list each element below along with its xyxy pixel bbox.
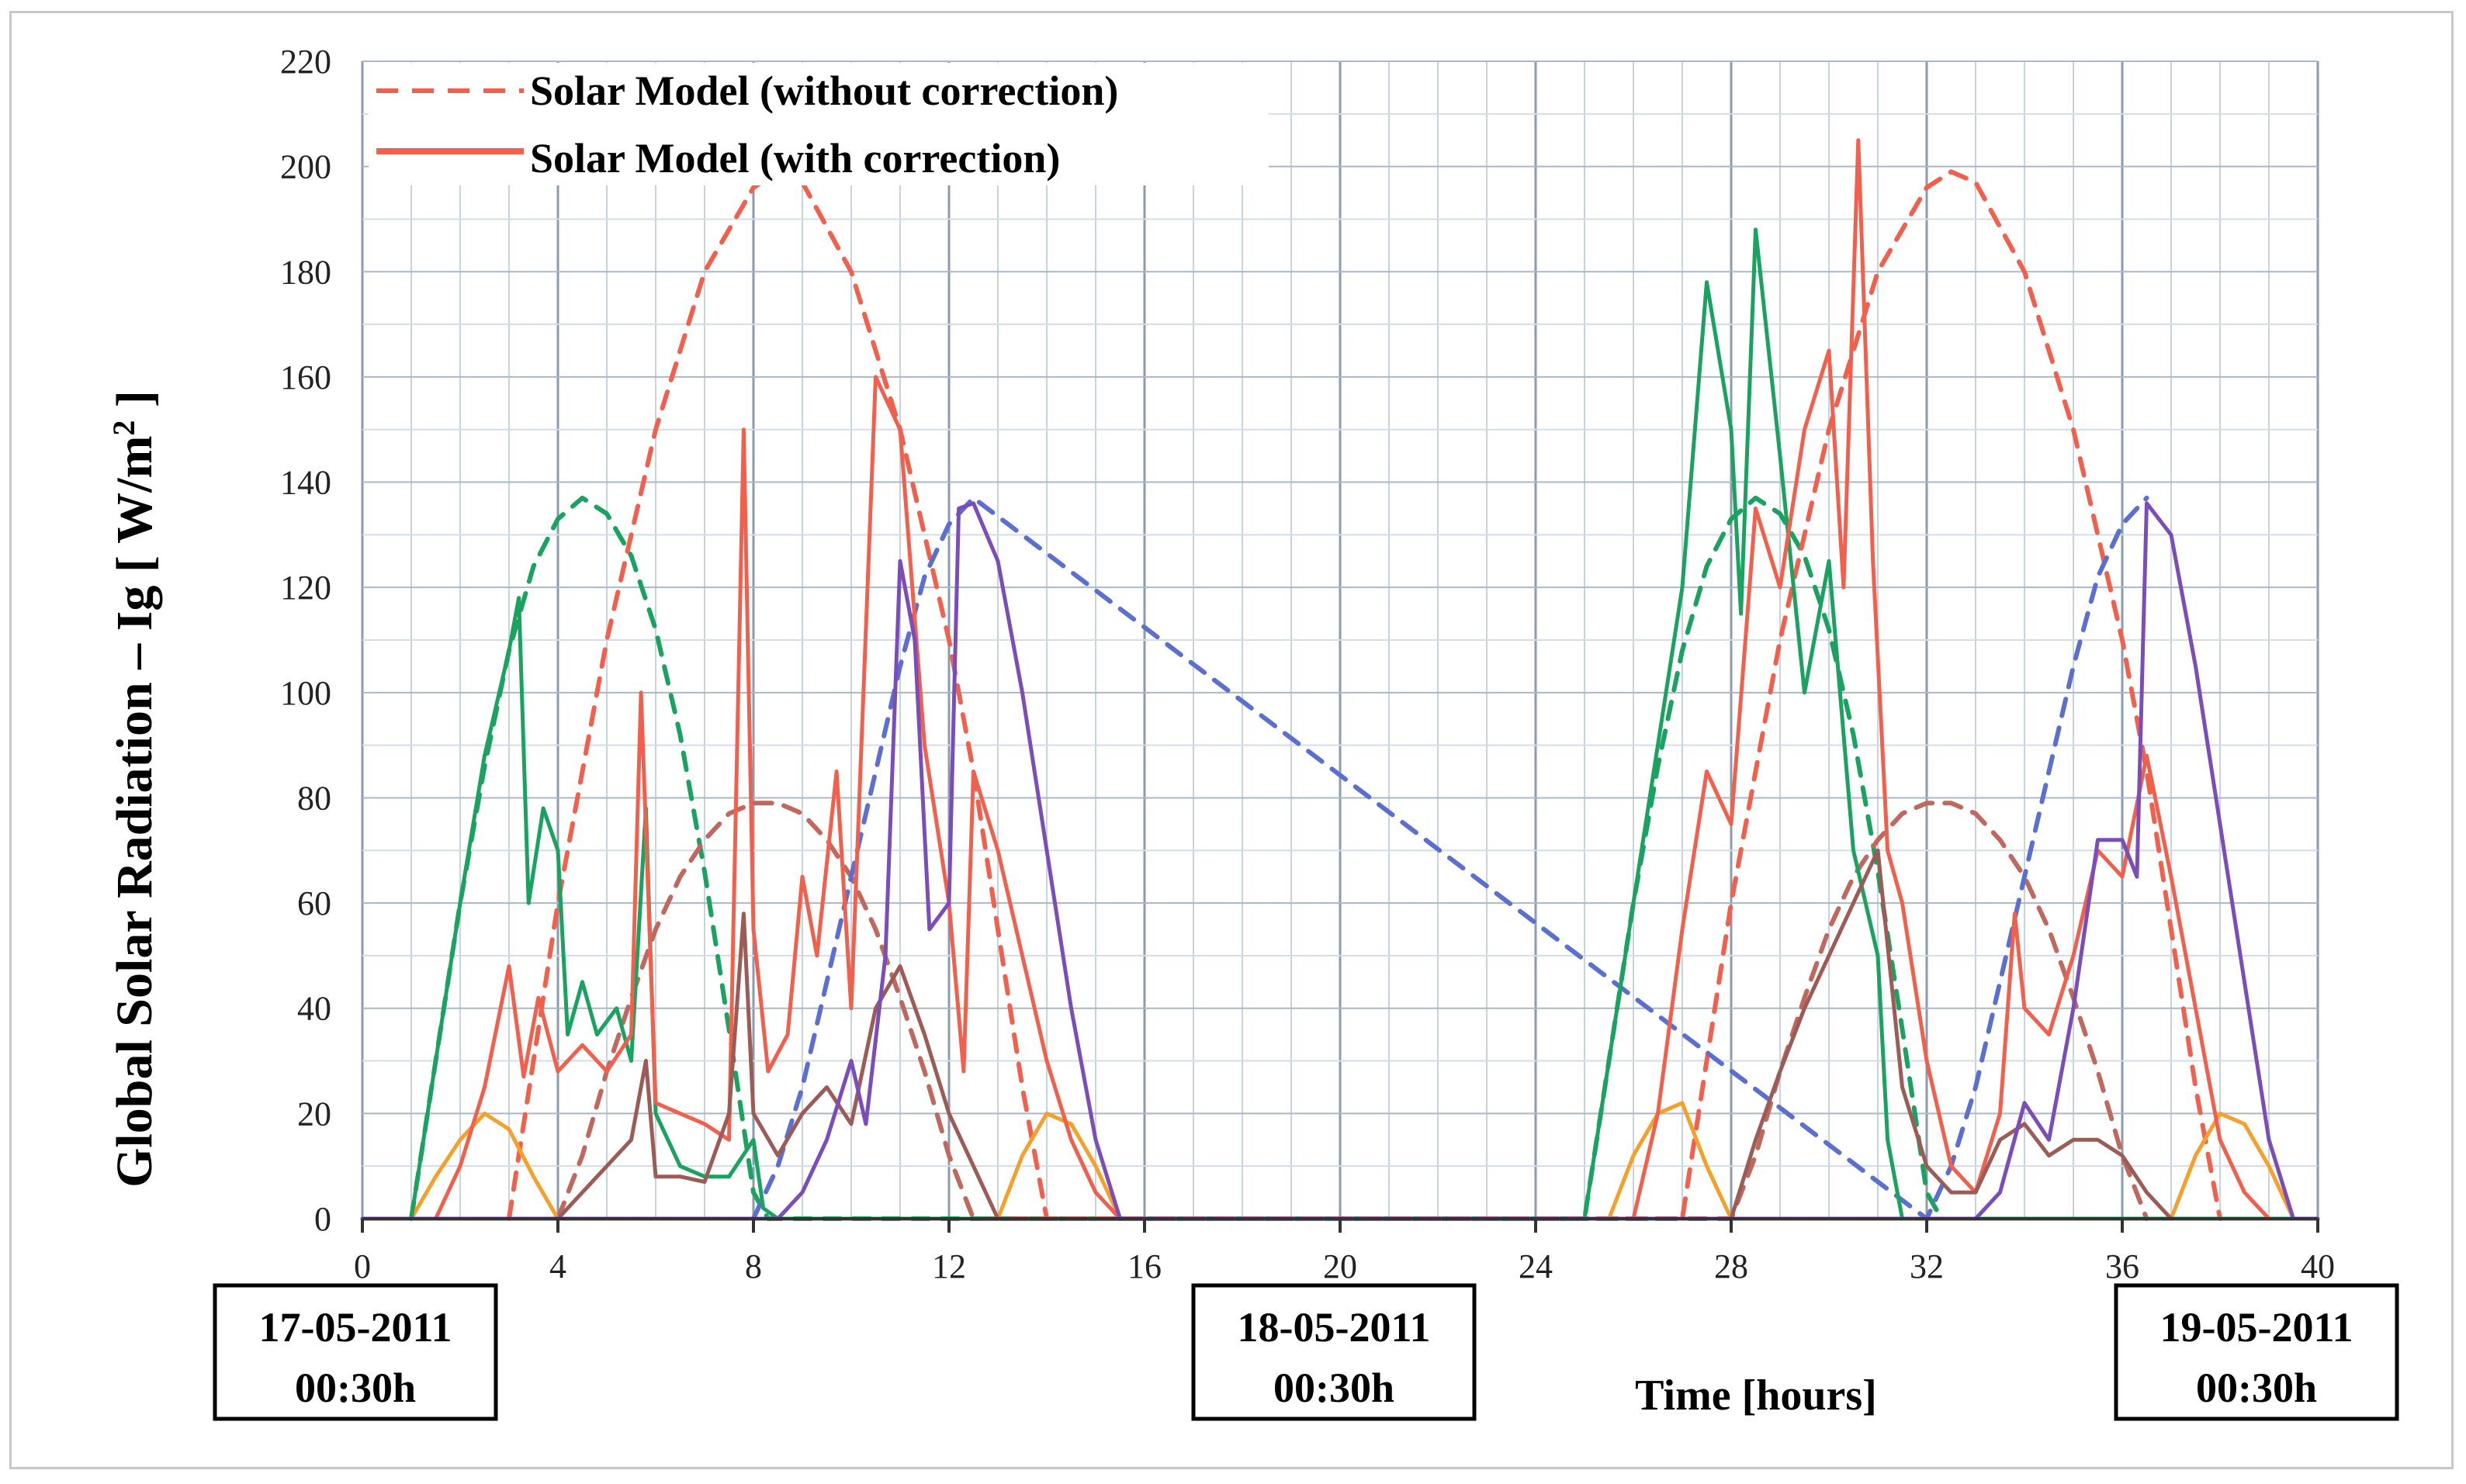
y-tick-label: 20	[297, 1095, 331, 1133]
axes	[361, 1217, 2319, 1233]
date-box-18-05-2011: 18-05-2011 00:30h	[1191, 1283, 1477, 1421]
legend-label-with-correction: Solar Model (with correction)	[530, 135, 1060, 182]
x-tick-label: 16	[1127, 1247, 1162, 1285]
time-label: 00:30h	[1273, 1365, 1394, 1411]
figure-frame: 0 4 8 12 16 20 24 28 32 36 40 0 20 40 60 80 100 120 140 160…	[9, 11, 2454, 1469]
grid-lines	[361, 61, 2319, 1219]
series-measured-green	[360, 227, 2320, 1221]
series-measured-purple	[360, 501, 2320, 1221]
x-axis-label: Time [hours]	[1635, 1372, 1877, 1420]
date-label: 18-05-2011	[1238, 1304, 1431, 1351]
x-tick-label: 40	[2301, 1247, 2335, 1285]
x-tick-label: 28	[1714, 1247, 1748, 1285]
x-tick-label: 32	[1910, 1247, 1944, 1285]
legend-background	[369, 63, 1269, 185]
y-tick-label: 200	[280, 148, 331, 186]
y-tick-label: 180	[280, 253, 331, 291]
y-axis-label: Global Solar Radiation – Ig [ W/m2 ]	[106, 390, 163, 1188]
series-measured-brown	[556, 848, 2173, 1221]
y-tick-label: 140	[280, 464, 331, 502]
y-tick-label: 120	[280, 569, 331, 607]
y-tick-label: 220	[280, 43, 331, 81]
y-tick-label: 100	[280, 674, 331, 712]
x-tick-label: 20	[1323, 1247, 1357, 1285]
date-label: 19-05-2011	[2160, 1304, 2353, 1351]
line-chart: 0 4 8 12 16 20 24 28 32 36 40 0 20 40 60 80 100 120 140 160…	[106, 43, 2399, 1421]
x-tick-label: 12	[932, 1247, 966, 1285]
series-measured-red	[434, 138, 2271, 1221]
y-tick-label: 80	[297, 779, 331, 817]
x-tick-label: 4	[549, 1247, 566, 1285]
date-box-17-05-2011: 17-05-2011 00:30h	[213, 1283, 498, 1421]
time-label: 00:30h	[2196, 1365, 2317, 1411]
x-tick-label: 36	[2105, 1247, 2139, 1285]
x-tick-label: 0	[354, 1247, 371, 1285]
legend: Solar Model (without correction) Solar M…	[369, 63, 1269, 185]
y-tick-label: 60	[297, 884, 331, 922]
y-tick-label: 40	[297, 990, 331, 1028]
x-tick-label: 24	[1519, 1247, 1553, 1285]
tick-labels: 0 4 8 12 16 20 24 28 32 36 40 0 20 40 60 80 100 120 140 160…	[280, 43, 2335, 1285]
series-model-blue-dashed	[751, 495, 2149, 1221]
time-label: 00:30h	[295, 1365, 416, 1411]
x-tick-label: 8	[745, 1247, 762, 1285]
date-box-19-05-2011: 19-05-2011 00:30h	[2114, 1283, 2399, 1421]
y-tick-label: 0	[314, 1200, 331, 1238]
date-label: 17-05-2011	[259, 1304, 452, 1351]
legend-label-without-correction: Solar Model (without correction)	[530, 67, 1118, 114]
y-tick-label: 160	[280, 358, 331, 396]
